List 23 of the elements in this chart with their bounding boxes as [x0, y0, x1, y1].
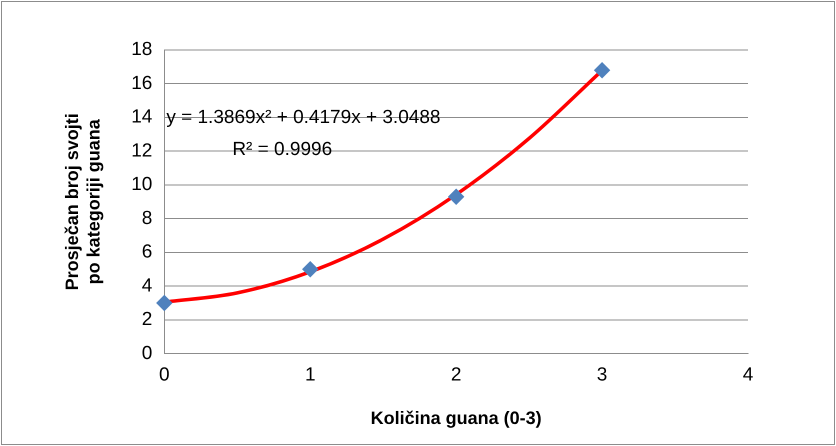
x-axis-title: Količina guana (0-3)	[370, 408, 542, 428]
y-tick-label: 8	[142, 208, 152, 229]
point	[156, 295, 172, 311]
x-tick-label: 0	[159, 364, 170, 386]
point	[302, 261, 318, 278]
point	[448, 188, 464, 205]
point	[594, 62, 610, 78]
y-tick-label: 10	[131, 174, 152, 196]
x-tick-label: 3	[596, 364, 608, 386]
x-tick-label: 1	[304, 364, 316, 386]
x-tick-label: 2	[450, 364, 462, 386]
annotation: R² = 0.9996	[232, 139, 332, 160]
annotation: y = 1.3869x² + 0.4179x + 3.0488	[166, 107, 440, 128]
x-tick-label: 4	[742, 364, 754, 386]
y-tick-label: 16	[131, 72, 152, 94]
y-tick-label: 2	[142, 309, 152, 330]
y-tick-label: 14	[131, 106, 153, 128]
y-tick-label: 0	[142, 342, 152, 364]
y-tick-label: 6	[142, 242, 152, 263]
y-tick-label: 18	[131, 39, 152, 60]
y-tick-label: 4	[142, 275, 153, 296]
y-tick-label: 12	[131, 140, 152, 162]
y-axis-title: Prosječan broj svojti po kategoriji guana	[62, 113, 104, 290]
